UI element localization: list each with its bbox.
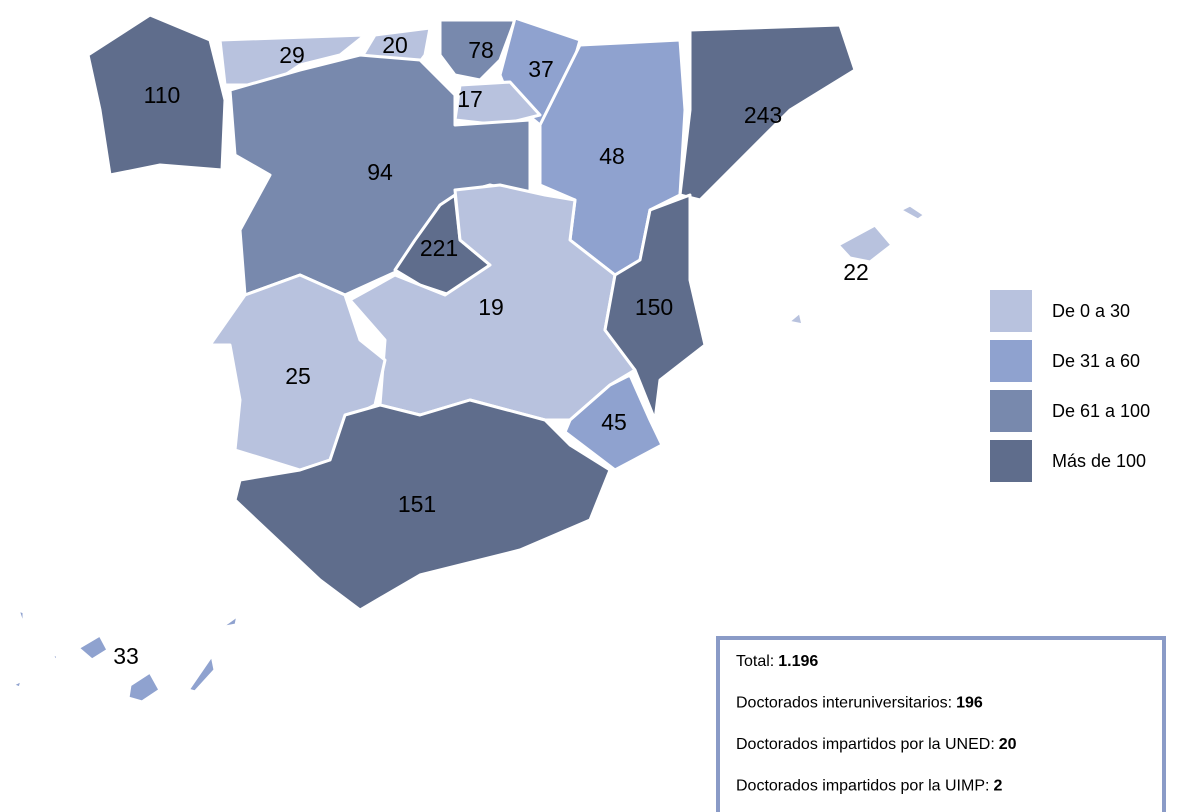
region-value: 17 xyxy=(457,86,483,112)
region-shape xyxy=(86,13,227,177)
region-value: 151 xyxy=(398,491,436,517)
legend-swatch xyxy=(990,390,1032,432)
info-value: 1.196 xyxy=(778,653,818,670)
info-box xyxy=(716,636,1166,812)
region xyxy=(563,373,664,472)
info-line: Doctorados interuniversitarios: 196 xyxy=(736,695,983,712)
region xyxy=(10,608,240,704)
region-value: 20 xyxy=(382,32,408,58)
legend-label: De 31 a 60 xyxy=(1052,351,1140,371)
region-shape xyxy=(218,613,240,630)
region-value: 78 xyxy=(468,37,494,63)
region-value: 48 xyxy=(599,143,625,169)
region-shape xyxy=(898,203,927,222)
legend-swatch xyxy=(990,290,1032,332)
region-shape xyxy=(218,33,367,87)
info-label: Doctorados interuniversitarios: xyxy=(736,695,952,712)
region-value: 150 xyxy=(635,294,673,320)
region-shape xyxy=(563,373,664,472)
legend-label: Más de 100 xyxy=(1052,451,1146,471)
region-value: 29 xyxy=(279,42,305,68)
region-value: 33 xyxy=(113,643,139,669)
legend-label: De 61 a 100 xyxy=(1052,401,1150,421)
info-line: Doctorados impartidos por la UIMP: 2 xyxy=(736,778,1002,795)
region-value: 22 xyxy=(843,259,869,285)
region-shape xyxy=(678,23,857,202)
region-value: 37 xyxy=(528,56,554,82)
region xyxy=(678,23,857,202)
region-value: 45 xyxy=(601,409,627,435)
info-value: 2 xyxy=(993,778,1002,795)
region-shape xyxy=(50,653,60,664)
region-shape xyxy=(76,633,110,662)
region xyxy=(603,193,707,422)
region xyxy=(786,203,927,327)
region-shape xyxy=(786,310,805,327)
region xyxy=(86,13,227,177)
region-shape xyxy=(16,608,26,630)
info-line: Total: 1.196 xyxy=(736,653,818,670)
info-label: Total: xyxy=(736,653,774,670)
info-label: Doctorados impartidos por la UIMP: xyxy=(736,778,989,795)
info-value: 20 xyxy=(999,736,1017,753)
region-shape xyxy=(126,670,162,704)
region-shape xyxy=(836,223,894,264)
region-value: 25 xyxy=(285,363,311,389)
region-value: 94 xyxy=(367,159,393,185)
legend-label: De 0 a 30 xyxy=(1052,301,1130,321)
info-label: Doctorados impartidos por la UNED: xyxy=(736,736,995,753)
region-shape xyxy=(603,193,707,422)
region xyxy=(218,33,367,87)
region-shape xyxy=(10,678,24,690)
region-value: 221 xyxy=(420,235,458,261)
region xyxy=(233,398,612,612)
region-value: 19 xyxy=(478,294,504,320)
region-shape xyxy=(233,398,612,612)
info-value: 196 xyxy=(956,695,983,712)
region-value: 110 xyxy=(144,82,181,108)
info-line: Doctorados impartidos por la UNED: 20 xyxy=(736,736,1017,753)
region-value: 243 xyxy=(744,102,782,128)
legend-swatch xyxy=(990,440,1032,482)
legend-swatch xyxy=(990,340,1032,382)
region-shape xyxy=(186,653,217,694)
